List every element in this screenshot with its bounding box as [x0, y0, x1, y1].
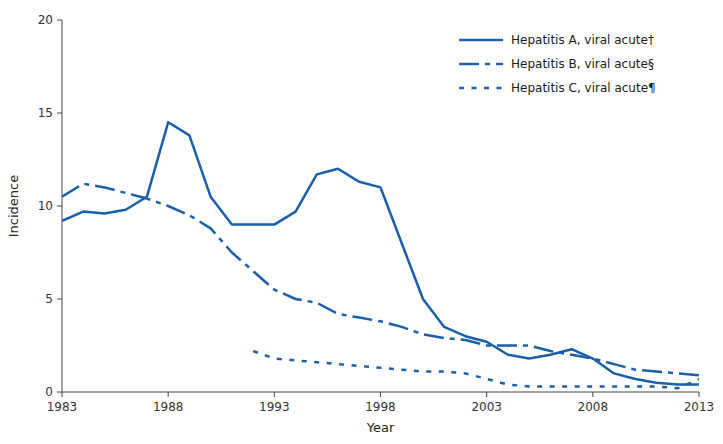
legend-label: Hepatitis A, viral acute†: [511, 33, 654, 47]
chart: 1983 1988 1993 1998 2003 2008 2013 0 5 10 15 20 Year…: [0, 0, 723, 444]
x-tick-label: 1993: [259, 400, 290, 414]
y-tick-label: 0: [45, 385, 53, 399]
y-tick-label: 5: [45, 292, 53, 306]
y-tick: [57, 20, 62, 21]
legend-swatch: [459, 39, 503, 42]
legend-label: Hepatitis B, viral acute§: [511, 57, 654, 71]
x-tick-label: 2008: [578, 400, 609, 414]
x-tick: [592, 392, 593, 397]
x-tick-label: 2003: [471, 400, 502, 414]
y-tick-label: 20: [38, 13, 53, 27]
x-tick-label: 1988: [153, 400, 184, 414]
x-tick: [380, 392, 381, 397]
y-tick: [57, 206, 62, 207]
y-tick-label: 15: [38, 106, 53, 120]
legend-swatch: [459, 63, 503, 66]
y-axis-label: Incidence: [6, 175, 21, 237]
x-axis-label: Year: [366, 420, 395, 435]
series-line: [253, 351, 699, 388]
y-tick: [57, 392, 62, 393]
y-tick: [57, 113, 62, 114]
legend-label: Hepatitis C, viral acute¶: [511, 81, 656, 95]
x-tick-label: 2013: [684, 400, 715, 414]
y-tick: [57, 299, 62, 300]
x-tick: [168, 392, 169, 397]
plot-area: [62, 122, 699, 388]
x-tick-label: 1983: [47, 400, 78, 414]
x-tick: [62, 392, 63, 397]
legend-swatch: [459, 87, 503, 90]
series-line: [62, 184, 699, 376]
y-tick-label: 10: [38, 199, 53, 213]
x-tick: [486, 392, 487, 397]
x-tick: [274, 392, 275, 397]
x-tick: [699, 392, 700, 397]
legend: Hepatitis A, viral acute† Hepatitis B, vi…: [459, 33, 656, 95]
x-tick-label: 1998: [365, 400, 396, 414]
series-line: [62, 122, 699, 384]
